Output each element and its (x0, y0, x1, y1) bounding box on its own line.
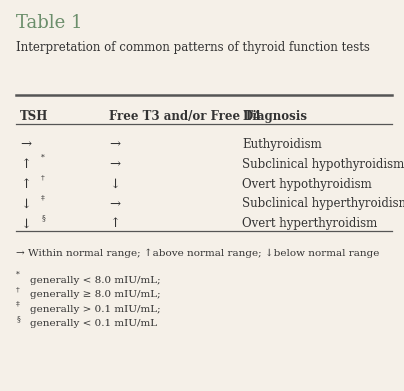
Text: Interpretation of common patterns of thyroid function tests: Interpretation of common patterns of thy… (16, 41, 370, 54)
Text: ‡: ‡ (41, 194, 45, 201)
Text: Table 1: Table 1 (16, 14, 83, 32)
Text: → Within normal range; ↑above normal range; ↓below normal range: → Within normal range; ↑above normal ran… (16, 248, 379, 258)
Text: generally < 8.0 mIU/mL;: generally < 8.0 mIU/mL; (30, 276, 161, 285)
Text: ↑: ↑ (109, 217, 120, 230)
Text: §: § (41, 213, 45, 221)
Text: TSH: TSH (20, 110, 48, 123)
Text: †: † (16, 285, 20, 293)
Text: *: * (16, 271, 20, 279)
Text: Diagnosis: Diagnosis (242, 110, 307, 123)
Text: generally > 0.1 mIU/mL;: generally > 0.1 mIU/mL; (30, 305, 161, 314)
Text: Subclinical hypothyroidism: Subclinical hypothyroidism (242, 158, 404, 170)
Text: generally < 0.1 mIU/mL: generally < 0.1 mIU/mL (30, 319, 158, 328)
Text: Euthyroidism: Euthyroidism (242, 138, 322, 151)
Text: →: → (20, 138, 32, 151)
Text: Free T3 and/or Free T4: Free T3 and/or Free T4 (109, 110, 261, 123)
Text: generally ≥ 8.0 mIU/mL;: generally ≥ 8.0 mIU/mL; (30, 290, 161, 299)
Text: →: → (109, 158, 120, 170)
Text: Overt hyperthyroidism: Overt hyperthyroidism (242, 217, 378, 230)
Text: →: → (109, 138, 120, 151)
Text: Overt hypothyroidism: Overt hypothyroidism (242, 178, 372, 190)
Text: ↓: ↓ (109, 178, 120, 190)
Text: ‡: ‡ (16, 300, 20, 308)
Text: §: § (16, 314, 20, 322)
Text: Subclinical hyperthyroidism: Subclinical hyperthyroidism (242, 197, 404, 210)
Text: ↑: ↑ (20, 158, 32, 170)
Text: ↓: ↓ (20, 217, 32, 230)
Text: †: † (41, 174, 45, 181)
Text: ↓: ↓ (20, 197, 32, 210)
Text: ↑: ↑ (20, 178, 32, 190)
Text: →: → (109, 197, 120, 210)
Text: *: * (41, 154, 45, 161)
